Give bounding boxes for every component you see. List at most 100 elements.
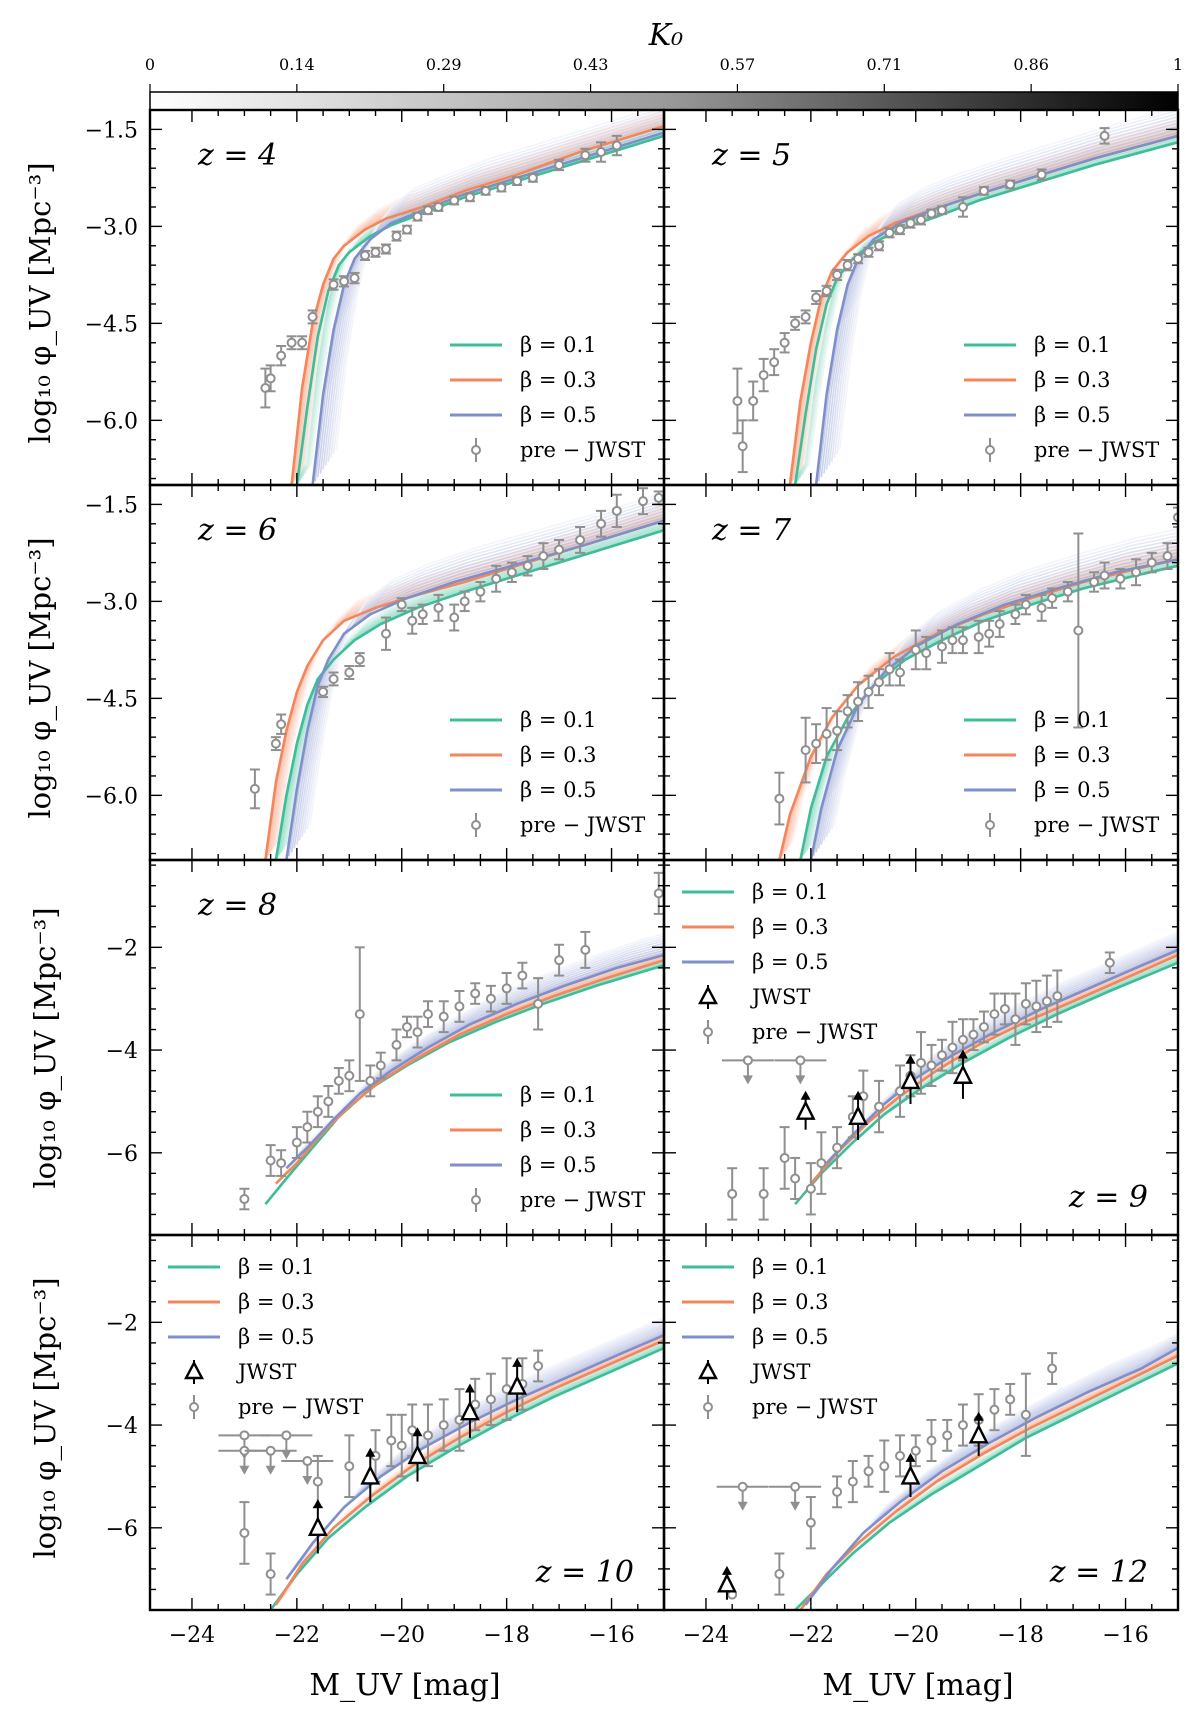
pre-jwst-point (459, 596, 470, 607)
legend-label: β = 0.5 (752, 1325, 828, 1349)
x-axis-label-left: M_UV [mag] (309, 1668, 500, 1703)
pre-jwst-point (381, 628, 392, 639)
pre-jwst-point (265, 373, 276, 384)
legend-label: β = 0.3 (238, 1290, 314, 1314)
pre-jwst-point (895, 667, 906, 678)
pre-jwst-point (381, 244, 392, 255)
pre-jwst-point (1047, 1363, 1058, 1374)
pre-jwst-point (832, 1142, 843, 1153)
pre-jwst-point (874, 1101, 885, 1112)
legend-label: β = 0.5 (1034, 778, 1110, 802)
pre-jwst-point (307, 311, 318, 322)
model-curve-faint (317, 125, 664, 478)
pre-jwst-point (638, 496, 649, 507)
pre-jwst-point (533, 1360, 544, 1371)
pre-jwst-point (758, 1188, 769, 1199)
pre-jwst-point (1162, 551, 1173, 562)
jwst-lower-limit-arrowhead (957, 1049, 968, 1059)
panel-z10: −2−4−6−24 −22 −20 −18 −16z = 10β = 0.1β = 0.… (106, 1233, 666, 1648)
jwst-point (307, 1516, 328, 1537)
legend-marker-prejwst (471, 445, 481, 455)
legend: β = 0.1 β = 0.3 β = 0.5 pre − JWST (964, 708, 1159, 837)
pre-jwst-point (863, 247, 874, 258)
pre-jwst-point (433, 602, 444, 613)
pre-jwst-point (727, 1188, 738, 1199)
model-curve-faint (305, 110, 664, 465)
jwst-lower-limit-arrowhead (464, 1383, 475, 1393)
pre-jwst-point (470, 988, 481, 999)
pre-jwst-point (533, 998, 544, 1009)
panel-frame (148, 1233, 666, 1612)
pre-jwst-point (417, 609, 428, 620)
y-tick-label: −4 (106, 1414, 138, 1439)
pre-jwst-point (1020, 599, 1031, 610)
legend-label: β = 0.3 (1034, 743, 1110, 767)
model-curve-01 (794, 1362, 1178, 1610)
pre-jwst-point (1020, 998, 1031, 1009)
plot-area (774, 506, 1178, 860)
pre-jwst-point (1115, 573, 1126, 584)
pre-jwst-point (742, 1055, 753, 1066)
legend-marker-prejwst (189, 1402, 199, 1412)
pre-jwst-point (575, 534, 586, 545)
x-tick-label: −18 (997, 1623, 1043, 1648)
y-tick-label: −4.5 (85, 312, 138, 337)
pre-jwst-point (249, 783, 260, 794)
pre-jwst-point (522, 560, 533, 571)
pre-jwst-point (811, 292, 822, 303)
legend-label: pre − JWST (752, 1395, 877, 1419)
colorbar: K₀ 0 0.14 0.29 0.43 0.57 0.71 0.86 1 (145, 18, 1183, 111)
pre-jwst-point (984, 628, 995, 639)
legend-label: β = 0.1 (520, 1083, 596, 1107)
colorbar-title: K₀ (648, 18, 683, 53)
jwst-point (953, 1064, 973, 1084)
pre-jwst-point (811, 738, 822, 749)
pre-jwst-point (842, 260, 853, 271)
pre-jwst-point (942, 1430, 953, 1441)
model-curve-faint (815, 551, 1178, 853)
pre-jwst-point (779, 337, 790, 348)
upper-limit-arrowhead (790, 1501, 801, 1511)
panel-z8: −2 −4 −6 z = 8 β = 0.1 β = 0.3 β = 0.5 pre − JW… (106, 858, 666, 1237)
y-tick-label: −6.0 (85, 409, 138, 434)
pre-jwst-point (816, 1158, 827, 1169)
model-curve-faint (817, 548, 1178, 849)
pre-jwst-point (354, 1009, 365, 1020)
upper-limit-arrowhead (742, 1075, 753, 1085)
plot-area (239, 871, 664, 1211)
pre-jwst-point (916, 1057, 926, 1068)
pre-jwst-point (790, 318, 801, 329)
legend-label: β = 0.1 (1034, 333, 1110, 357)
model-curve-05 (311, 131, 664, 485)
pre-jwst-point (354, 654, 365, 665)
pre-jwst-point (926, 208, 937, 219)
jwst-lower-limit-arrowhead (905, 1452, 916, 1462)
pre-jwst-point (957, 1034, 968, 1045)
model-curve-faint (831, 531, 1178, 830)
pre-jwst-point (1047, 593, 1058, 604)
pre-jwst-point (611, 505, 622, 516)
x-axis-label-right: M_UV [mag] (822, 1668, 1013, 1703)
model-curve-03 (809, 953, 1178, 1185)
model-curve-faint (269, 960, 664, 1200)
x-tick-label: −22 (274, 1623, 320, 1648)
pre-jwst-point (1041, 996, 1052, 1007)
pre-jwst-point (464, 192, 475, 203)
model-curve-faint (306, 495, 664, 830)
model-curve-faint (831, 116, 1178, 462)
pre-jwst-point (375, 1060, 386, 1071)
pre-jwst-point (895, 224, 906, 235)
legend-marker-prejwst (985, 445, 995, 455)
pre-jwst-point (270, 738, 281, 749)
colorbar-tick-label: 0.14 (279, 55, 315, 74)
model-curve-faint (290, 513, 664, 853)
x-tick-label: −24 (169, 1623, 215, 1648)
colorbar-gradient (149, 91, 1179, 111)
pre-jwst-point (842, 706, 853, 717)
pre-jwst-point (344, 1461, 355, 1472)
pre-jwst-point (265, 1445, 276, 1456)
model-curve-01 (793, 141, 1178, 485)
pre-jwst-point (874, 677, 885, 688)
pre-jwst-point (989, 1404, 1000, 1415)
model-curve-faint (796, 960, 1178, 1203)
